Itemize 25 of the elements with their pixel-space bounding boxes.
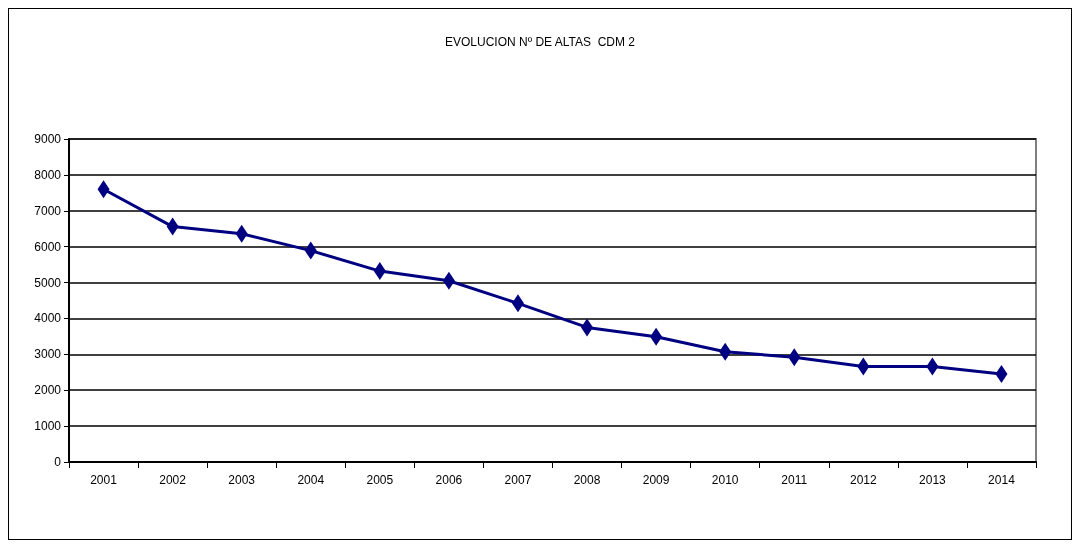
x-tick-label: 2007 bbox=[504, 473, 532, 487]
y-tick-label: 0 bbox=[54, 455, 62, 469]
y-tick-label: 1000 bbox=[34, 419, 62, 434]
y-tick-label: 4000 bbox=[34, 311, 62, 326]
x-tick-label: 2001 bbox=[90, 473, 118, 487]
x-tick-label: 2008 bbox=[573, 473, 601, 487]
x-tick-label: 2010 bbox=[711, 473, 739, 487]
x-tick-label: 2004 bbox=[297, 473, 325, 487]
y-tick-label: 9000 bbox=[34, 132, 62, 146]
y-tick-label: 7000 bbox=[34, 203, 62, 218]
x-tick-label: 2014 bbox=[988, 473, 1016, 487]
x-tick-label: 2003 bbox=[228, 473, 256, 487]
x-tick-label: 2011 bbox=[781, 473, 808, 487]
x-tick-label: 2002 bbox=[159, 473, 187, 487]
y-tick-label: 5000 bbox=[34, 275, 62, 290]
y-tick-label: 3000 bbox=[34, 347, 62, 362]
x-tick-label: 2013 bbox=[919, 473, 947, 487]
x-tick-label: 2012 bbox=[849, 473, 877, 487]
chart-title: EVOLUCION Nº DE ALTAS CDM 2 bbox=[445, 35, 636, 49]
y-tick-label: 8000 bbox=[34, 167, 62, 182]
x-tick-label: 2006 bbox=[435, 473, 463, 487]
x-tick-label: 2005 bbox=[366, 473, 394, 487]
x-tick-label: 2009 bbox=[642, 473, 670, 487]
y-tick-label: 2000 bbox=[34, 383, 62, 398]
y-tick-label: 6000 bbox=[34, 239, 62, 254]
